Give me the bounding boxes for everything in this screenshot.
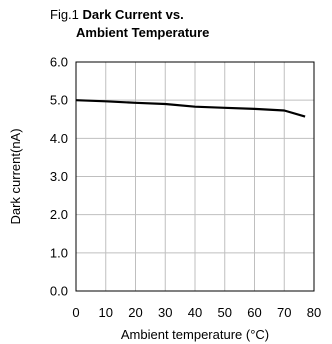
x-tick-label: 20 [128, 305, 142, 320]
y-tick-label: 2.0 [50, 207, 68, 222]
x-tick-label: 70 [277, 305, 291, 320]
x-tick-label: 60 [247, 305, 261, 320]
chart-title: Fig.1 Dark Current vs. [50, 6, 184, 24]
x-axis-label: Ambient temperature (°C) [121, 327, 269, 342]
grid [76, 62, 314, 291]
y-tick-label: 6.0 [50, 55, 68, 70]
chart-title-line-1: Dark Current vs. [82, 7, 184, 22]
x-tick-label: 30 [158, 305, 172, 320]
y-tick-label: 0.0 [50, 284, 68, 299]
y-axis-label: Dark current(nA) [8, 128, 23, 224]
plot-area-frame [75, 61, 315, 292]
y-tick-label: 1.0 [50, 245, 68, 260]
series-layer [75, 99, 306, 118]
y-tick-label: 5.0 [50, 93, 68, 108]
x-tick-label: 50 [218, 305, 232, 320]
y-tick-label: 3.0 [50, 169, 68, 184]
x-tick-label: 40 [188, 305, 202, 320]
y-tick-label: 4.0 [50, 131, 68, 146]
series-line [75, 99, 306, 118]
x-tick-label: 80 [307, 305, 321, 320]
x-tick-label: 10 [99, 305, 113, 320]
tick-labels: 0 10 20 30 40 50 60 70 80 0.0 1.0 2.0 3.0 4.0 5.0 6.0 [50, 55, 321, 321]
figure-number: Fig.1 [50, 7, 79, 22]
chart-title-line-2: Ambient Temperature [76, 25, 210, 40]
x-tick-label: 0 [72, 305, 79, 320]
